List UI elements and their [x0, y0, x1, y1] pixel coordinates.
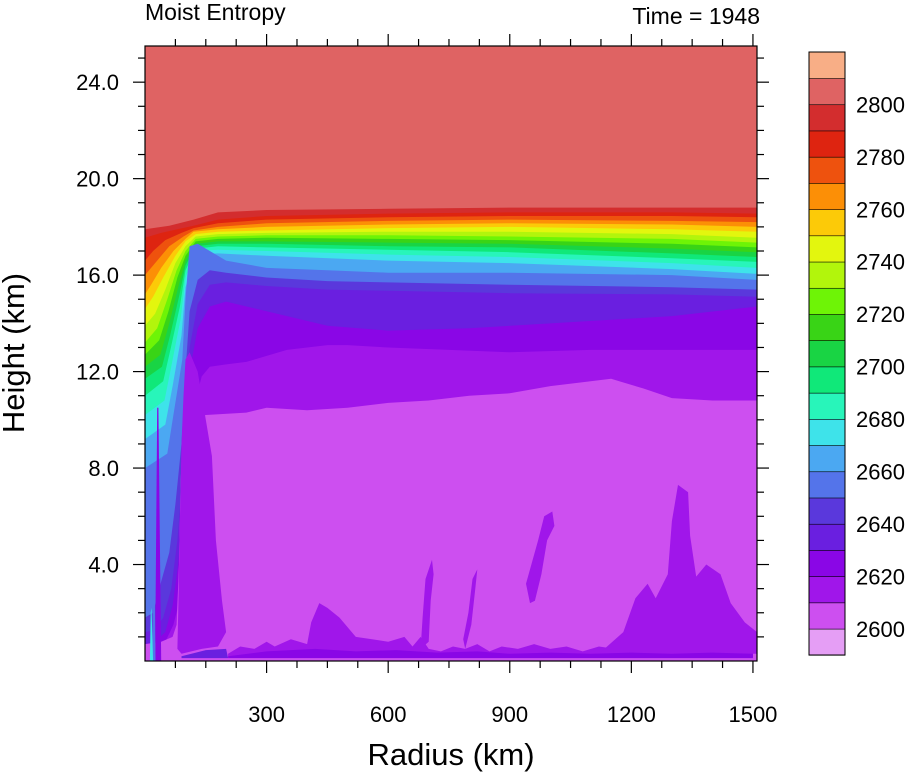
colorbar-swatch — [808, 549, 846, 577]
axis-tick-labels: 300 600 900 1200 1500 4.0 8.0 12.0 16.0 20.0 24.0 — [76, 70, 777, 727]
colorbar-label: 2680 — [856, 407, 905, 432]
contour-region-31 — [149, 607, 154, 661]
y-tick-label: 16.0 — [76, 263, 119, 288]
colorbar-swatch — [808, 156, 846, 184]
colorbar-swatch — [808, 209, 846, 237]
colorbar-label: 2800 — [856, 92, 905, 117]
colorbar-frame — [808, 51, 846, 656]
colorbar-swatch — [808, 287, 846, 315]
colorbar-label: 2700 — [856, 355, 905, 380]
y-tick-label: 8.0 — [88, 456, 119, 481]
colorbar-label: 2640 — [856, 512, 905, 537]
colorbar-swatch — [808, 418, 846, 446]
colorbar-swatch — [808, 444, 846, 473]
colorbar-label: 2600 — [856, 617, 905, 642]
axis-ticks — [133, 34, 769, 673]
x-tick-label: 300 — [248, 702, 285, 727]
colorbar-swatch — [808, 261, 846, 289]
colorbar-swatch — [808, 77, 846, 106]
x-axis-label: Radius (km) — [367, 737, 534, 772]
contour-region-21 — [177, 352, 227, 654]
contour-fill-layer — [145, 46, 757, 661]
x-tick-label: 600 — [370, 702, 407, 727]
colorbar-swatch — [808, 523, 846, 551]
colorbar-label: 2780 — [856, 145, 905, 170]
plot-frame — [144, 45, 758, 662]
colorbar-label: 2740 — [856, 250, 905, 275]
colorbar-label: 2720 — [856, 302, 905, 327]
colorbar-label: 2760 — [856, 197, 905, 222]
colorbar-label: 2620 — [856, 564, 905, 589]
colorbar — [808, 51, 846, 656]
contour-region-23 — [420, 559, 434, 649]
contour-region-28 — [181, 648, 229, 659]
colorbar-swatch — [808, 313, 846, 341]
colorbar-swatch — [808, 602, 846, 630]
colorbar-swatch — [808, 576, 846, 604]
colorbar-swatch — [808, 392, 846, 420]
colorbar-swatch — [808, 471, 846, 499]
colorbar-swatch — [808, 366, 846, 394]
colorbar-swatch — [808, 235, 846, 263]
colorbar-labels: 2600 2620 2640 2660 2680 2700 2720 2740 2760 2780… — [856, 92, 905, 641]
contour-region-20 — [145, 378, 757, 661]
colorbar-swatch — [808, 628, 846, 656]
y-tick-label: 4.0 — [88, 553, 119, 578]
contour-region-22 — [228, 603, 753, 658]
colorbar-swatch — [808, 497, 846, 525]
y-tick-label: 12.0 — [76, 360, 119, 385]
x-tick-label: 1500 — [728, 702, 777, 727]
colorbar-swatch — [808, 182, 846, 210]
colorbar-label: 2660 — [856, 459, 905, 484]
y-tick-label: 24.0 — [76, 70, 119, 95]
colorbar-swatch — [808, 104, 846, 132]
y-tick-label: 20.0 — [76, 167, 119, 192]
x-tick-label: 900 — [491, 702, 528, 727]
colorbar-swatch — [808, 340, 846, 368]
y-axis-label: Height (km) — [0, 273, 31, 433]
chart-title: Moist Entropy — [145, 0, 286, 25]
colorbar-swatch — [808, 130, 846, 158]
contour-region-25 — [526, 511, 555, 604]
time-subtitle: Time = 1948 — [632, 3, 760, 29]
contour-region-27 — [228, 648, 753, 659]
colorbar-swatch — [808, 51, 846, 79]
contour-region-24 — [463, 569, 478, 649]
x-tick-label: 1200 — [607, 702, 656, 727]
contour-region-30 — [152, 504, 156, 661]
contour-region-29 — [155, 407, 162, 661]
contour-region-26 — [598, 484, 757, 654]
